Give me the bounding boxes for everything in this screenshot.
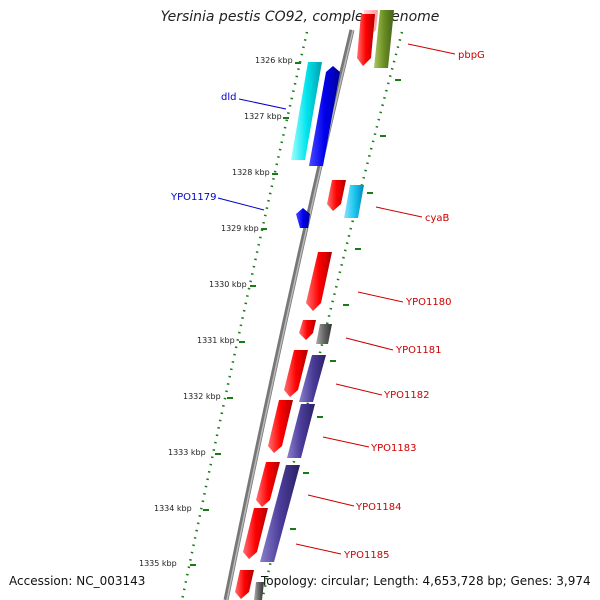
label-YPO1182[interactable]: YPO1182 — [383, 390, 429, 401]
gene-arrow-pbpG[interactable] — [357, 14, 375, 66]
tick-label: 1327 kbp — [244, 112, 282, 121]
gene-arrow-YPO1184[interactable] — [256, 462, 280, 507]
label-dld[interactable]: dld — [221, 92, 236, 103]
gene-arrow-bottom[interactable] — [235, 570, 254, 599]
label-pbpG[interactable]: pbpG — [458, 50, 485, 61]
gene-arrow-dld[interactable] — [309, 66, 340, 166]
tick-marks: 1326 kbp 1327 kbp 1328 kbp 1329 kbp 1330… — [139, 56, 301, 568]
gene-block-cyan[interactable] — [291, 62, 322, 160]
right-gene-labels: pbpG cyaB YPO1180 YPO1181 YPO1182 YPO118… — [295, 43, 485, 561]
tick-label: 1334 kbp — [154, 504, 192, 513]
gene-arrow-YPO1179[interactable] — [296, 208, 310, 228]
label-YPO1185[interactable]: YPO1185 — [343, 550, 389, 561]
tick-label: 1331 kbp — [197, 336, 235, 345]
gene-block-olive[interactable] — [374, 10, 394, 68]
left-gene-labels: dld YPO1179 — [170, 92, 287, 211]
genome-summary-text: Topology: circular; Length: 4,653,728 bp… — [261, 574, 591, 588]
label-YPO1179[interactable]: YPO1179 — [170, 192, 216, 203]
gene-arrow-cyaB[interactable] — [327, 180, 346, 211]
gene-arrow-YPO1180[interactable] — [306, 252, 332, 311]
gene-arrow-YPO1185[interactable] — [243, 508, 268, 559]
tick-label: 1326 kbp — [255, 56, 293, 65]
gene-arrow-YPO1181[interactable] — [299, 320, 316, 340]
gene-block-gray-bottom[interactable] — [254, 582, 264, 600]
tick-label: 1330 kbp — [209, 280, 247, 289]
label-cyaB[interactable]: cyaB — [425, 213, 450, 224]
genome-backbone-highlight — [226, 29, 354, 600]
tick-label: 1329 kbp — [221, 224, 259, 233]
label-YPO1184[interactable]: YPO1184 — [355, 502, 401, 513]
label-YPO1180[interactable]: YPO1180 — [405, 297, 451, 308]
tick-label: 1332 kbp — [183, 392, 221, 401]
label-YPO1181[interactable]: YPO1181 — [395, 345, 441, 356]
gene-block-purple-1[interactable] — [299, 355, 326, 402]
gene-block-purple-3[interactable] — [260, 465, 300, 562]
gene-arrow-YPO1183[interactable] — [268, 400, 293, 453]
gene-arrow-YPO1182[interactable] — [284, 350, 308, 397]
inner-dotted-ring — [260, 31, 404, 600]
tick-label: 1328 kbp — [232, 168, 270, 177]
gene-block-skyblue[interactable] — [344, 185, 364, 218]
inner-tick-marks — [290, 79, 401, 530]
accession-text: Accession: NC_003143 — [9, 574, 146, 588]
tick-label: 1333 kbp — [168, 448, 206, 457]
label-YPO1183[interactable]: YPO1183 — [370, 443, 416, 454]
genome-backbone — [223, 29, 355, 600]
gene-block-purple-2[interactable] — [287, 404, 315, 458]
gene-block-gray[interactable] — [316, 324, 332, 344]
tick-label: 1335 kbp — [139, 559, 177, 568]
